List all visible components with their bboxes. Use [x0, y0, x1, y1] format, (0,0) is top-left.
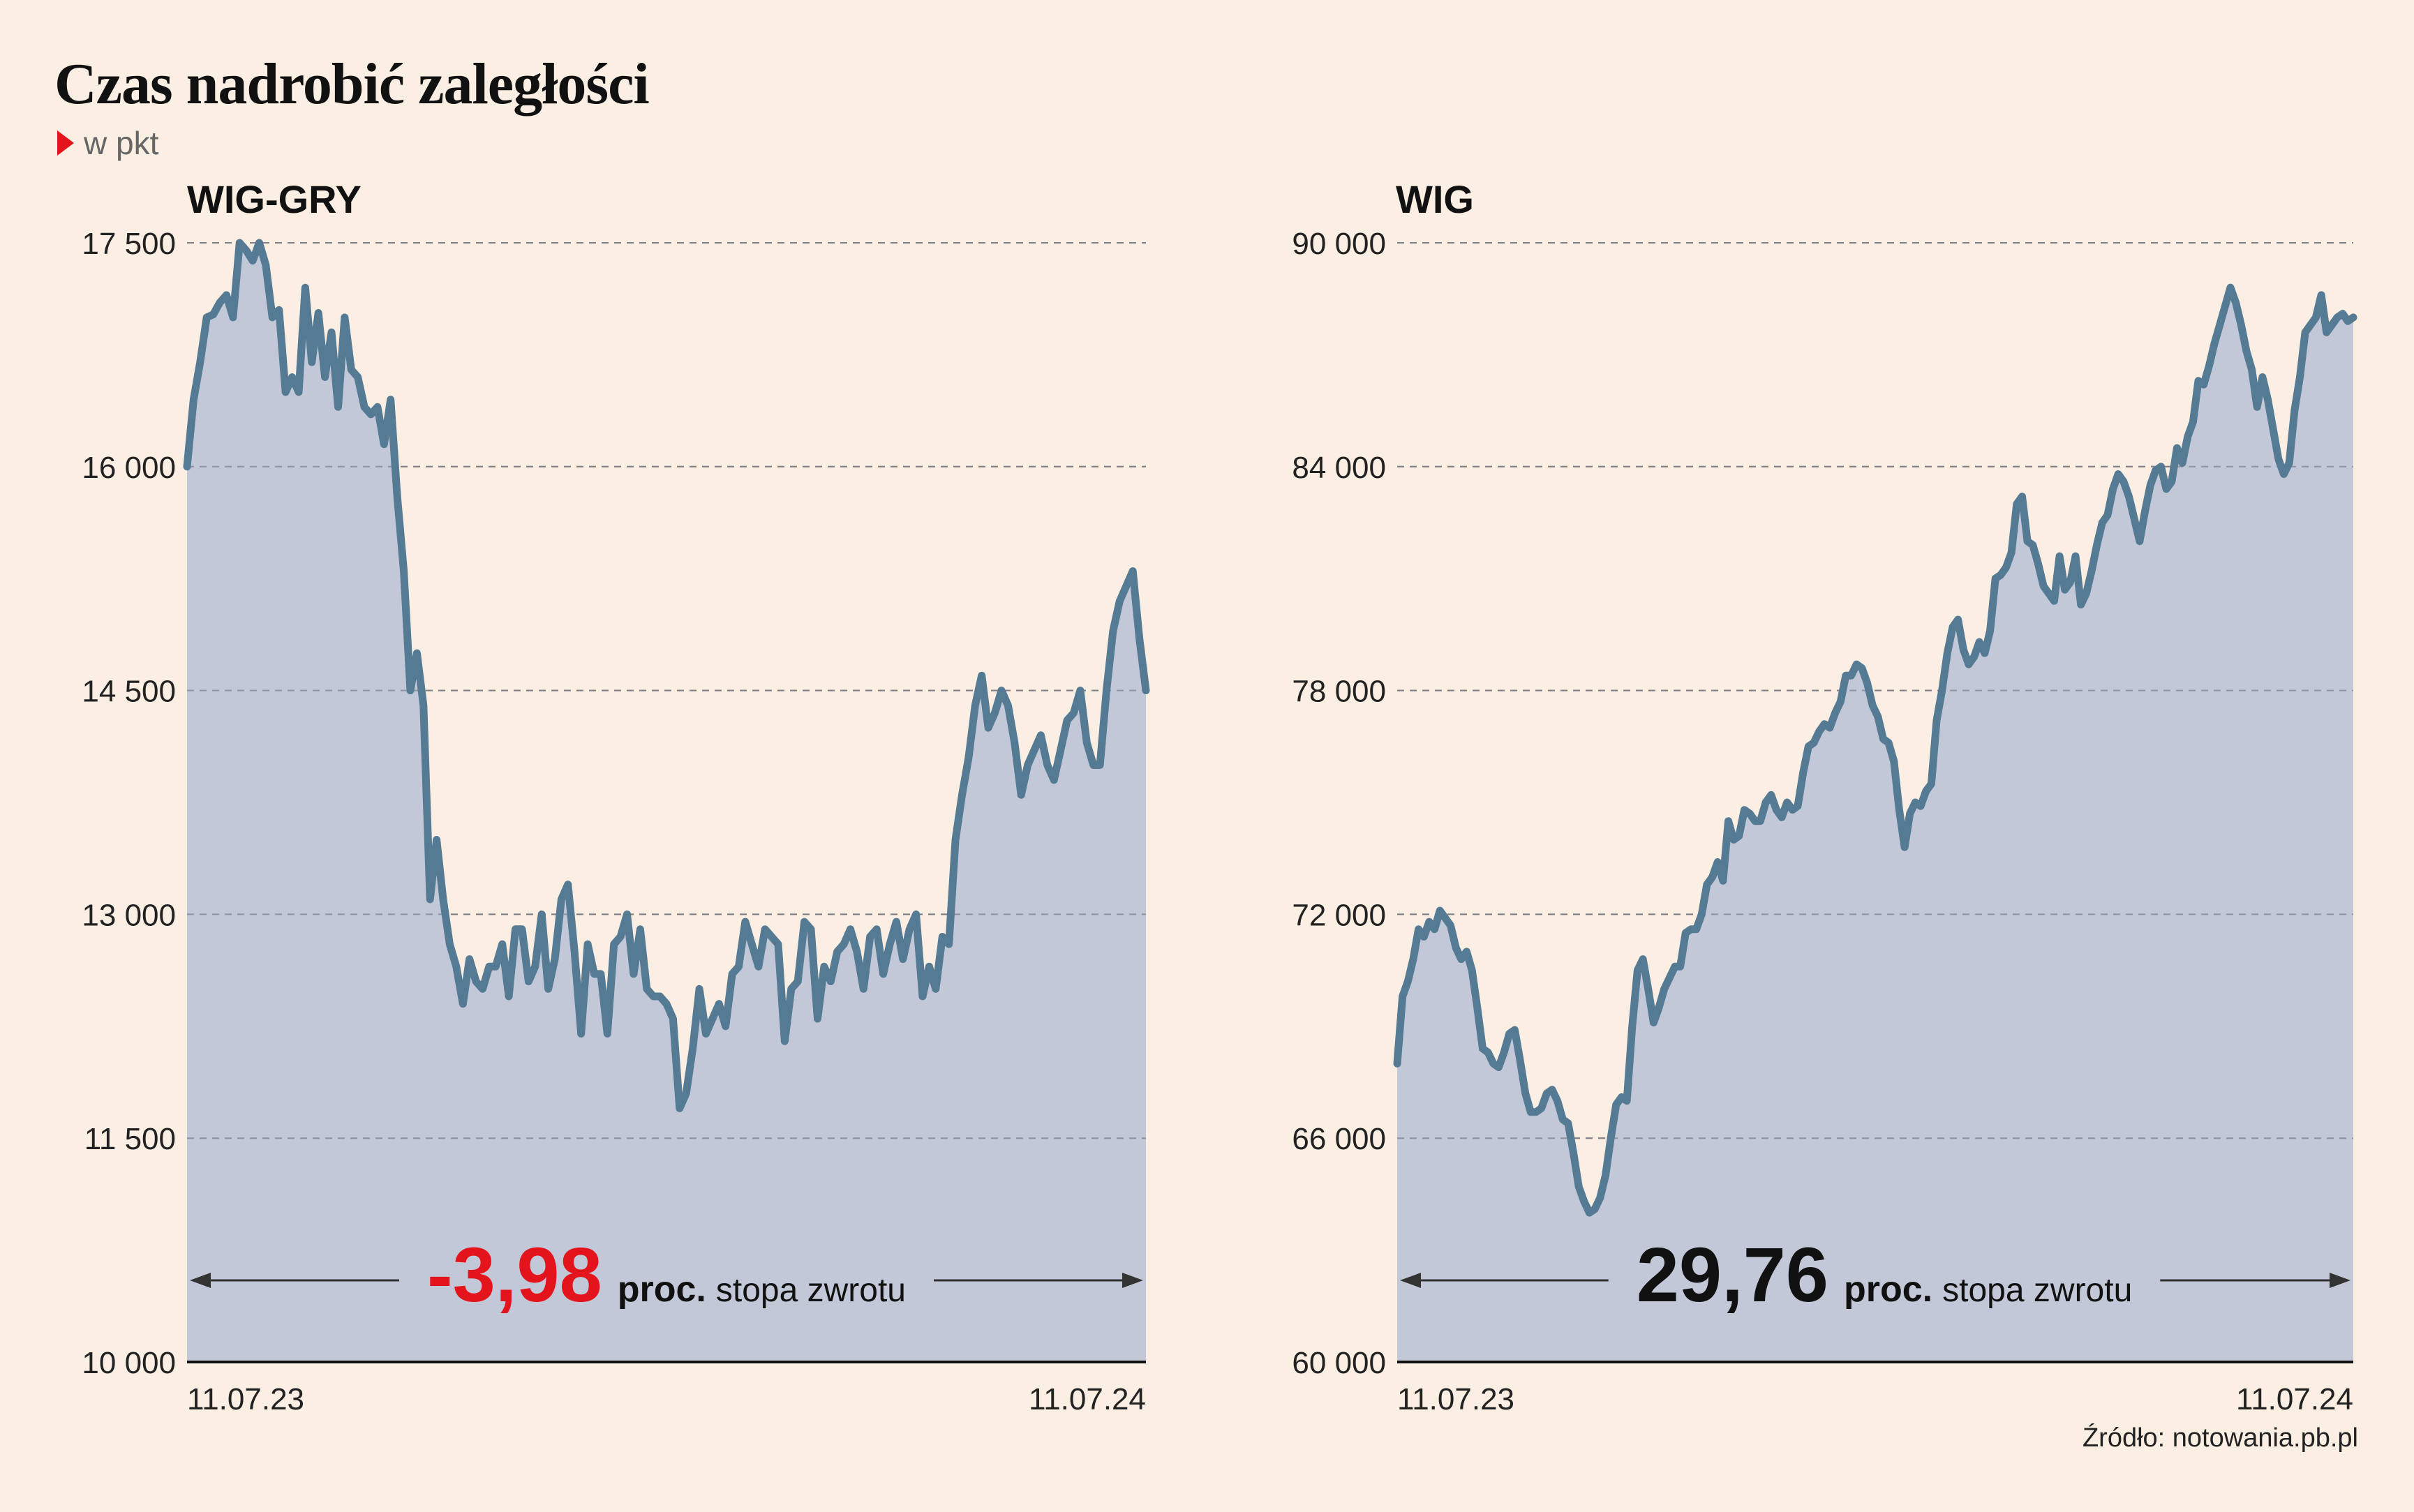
panel-title: WIG	[1396, 177, 1474, 221]
arrow-head-left-icon	[190, 1273, 211, 1288]
return-annotation: 29,76 proc. stopa zwrotu	[1637, 1232, 2133, 1318]
y-tick-label: 16 000	[82, 451, 176, 485]
triangle-marker-icon	[57, 130, 74, 156]
return-text: stopa zwrotu	[716, 1272, 906, 1309]
y-tick-label: 72 000	[1292, 898, 1386, 932]
return-value: 29,76	[1637, 1232, 1828, 1318]
series-area	[1397, 287, 2353, 1363]
x-label-end: 11.07.24	[1029, 1382, 1146, 1416]
chart-panel-1: 17 500 16 000 14 500 13 000 11 500 10 000 WIG-…	[82, 177, 1150, 1416]
series-area	[187, 243, 1146, 1362]
return-unit: proc.	[1844, 1269, 1932, 1310]
y-tick-label: 60 000	[1292, 1346, 1386, 1380]
arrow-head-left-icon	[1400, 1273, 1421, 1288]
x-label-end: 11.07.24	[2236, 1382, 2353, 1416]
y-tick-label: 10 000	[82, 1346, 176, 1380]
y-tick-label: 90 000	[1292, 227, 1386, 261]
y-tick-label: 14 500	[82, 675, 176, 709]
y-tick-label: 17 500	[82, 227, 176, 261]
x-label-start: 11.07.23	[1397, 1382, 1514, 1416]
source-label: Źródło: notowania.pb.pl	[2082, 1423, 2358, 1453]
panel-title: WIG-GRY	[187, 177, 362, 221]
return-text: stopa zwrotu	[1942, 1272, 2132, 1309]
return-unit: proc.	[618, 1269, 706, 1310]
y-tick-label: 84 000	[1292, 451, 1386, 485]
chart-panel-2: 90 000 84 000 78 000 72 000 66 000 60 000 WIG 1…	[1292, 177, 2357, 1416]
arrow-head-right-icon	[2330, 1273, 2350, 1288]
return-value: -3,98	[427, 1232, 602, 1318]
series-line	[183, 239, 1150, 1112]
y-tick-label: 66 000	[1292, 1122, 1386, 1156]
y-tick-label: 13 000	[82, 898, 176, 932]
unit-label: w pkt	[84, 125, 159, 161]
unit-subtitle: w pkt	[57, 124, 158, 162]
series-line	[1393, 283, 2357, 1217]
y-tick-label: 11 500	[84, 1122, 176, 1156]
arrow-head-right-icon	[1122, 1273, 1143, 1288]
y-tick-label: 78 000	[1292, 675, 1386, 709]
x-label-start: 11.07.23	[187, 1382, 304, 1416]
chart-title: Czas nadrobić zaległości	[54, 52, 650, 117]
return-annotation: -3,98 proc. stopa zwrotu	[427, 1232, 906, 1318]
